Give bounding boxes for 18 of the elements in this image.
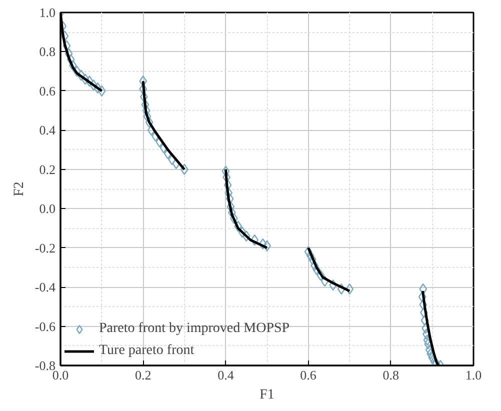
y-tick-label: 1.0 xyxy=(39,5,56,20)
x-tick-label: 0.6 xyxy=(300,368,317,382)
y-tick-label: 0.2 xyxy=(39,162,56,177)
x-tick-label: 0.2 xyxy=(134,368,152,382)
legend-label: Ture pareto front xyxy=(99,343,194,359)
y-tick-label: -0.2 xyxy=(34,240,56,256)
x-axis-title: F1 xyxy=(260,388,274,402)
x-tick-label: 0.4 xyxy=(218,368,234,382)
legend-label: Pareto front by improved MOPSP xyxy=(99,321,290,337)
x-tick-label: 0.8 xyxy=(382,368,400,382)
y-tick-label: -0.4 xyxy=(34,280,56,295)
x-tick-label: 1.0 xyxy=(465,368,482,382)
y-tick-label: 0.0 xyxy=(39,201,56,216)
y-tick-label: 0.4 xyxy=(39,122,56,138)
y-tick-label: 0.6 xyxy=(39,83,56,98)
y-axis-title: F2 xyxy=(12,182,27,196)
y-tick-label: 0.8 xyxy=(39,44,56,60)
y-tick-label: -0.6 xyxy=(34,318,56,334)
